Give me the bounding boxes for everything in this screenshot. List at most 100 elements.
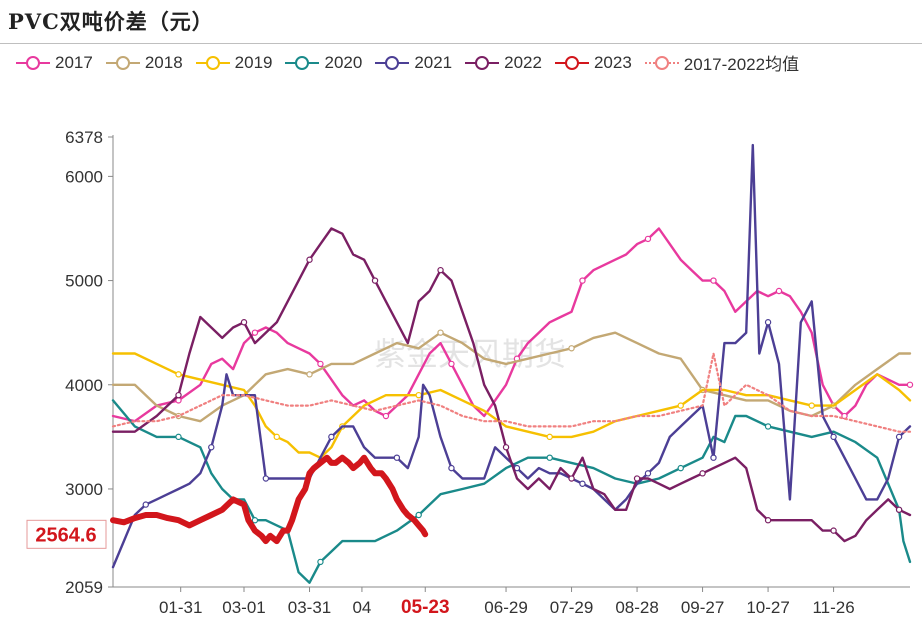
legend-label: 2017-2022均值 — [683, 55, 800, 74]
legend-marker-icon — [195, 55, 230, 70]
x-tick-label: 05-23 — [401, 597, 450, 618]
data-point — [437, 329, 444, 336]
data-point — [764, 319, 772, 326]
data-point — [371, 277, 379, 284]
x-tick-label: 10-27 — [746, 598, 789, 617]
data-point — [175, 391, 182, 399]
x-tick-label: 09-27 — [681, 598, 724, 617]
data-point — [633, 475, 641, 482]
data-point — [175, 433, 182, 441]
data-point — [437, 266, 444, 274]
y-tick-label: 5000 — [65, 272, 103, 291]
legend-marker-icon — [105, 55, 140, 70]
chart-legend: 2017 2018 2019 2020 2021 2022 2023 2017-2022均值 — [16, 50, 812, 75]
series-line-2019 — [111, 352, 912, 459]
legend-item-2022[interactable]: 2022 — [465, 53, 542, 73]
data-point — [208, 444, 215, 451]
x-tick-label: 01-31 — [159, 598, 202, 617]
data-point — [808, 402, 815, 409]
data-point — [382, 412, 390, 420]
y-tick-label: 4000 — [65, 376, 103, 395]
series-line-2020 — [111, 399, 912, 584]
chart-title: PVC双吨价差（元） — [8, 9, 214, 34]
data-point — [775, 287, 783, 295]
data-point — [240, 319, 248, 326]
x-tick-label: 07-29 — [550, 598, 593, 617]
x-tick-label: 03-31 — [288, 598, 331, 617]
legend-marker-icon — [375, 55, 410, 70]
legend-label: 2018 — [144, 52, 183, 72]
y-tick-label: 2059 — [65, 578, 103, 597]
data-point — [677, 402, 684, 409]
legend-item-2020[interactable]: 2020 — [285, 53, 362, 73]
data-point — [175, 371, 182, 378]
data-point — [273, 433, 280, 441]
y-tick-label: 6000 — [65, 167, 103, 186]
legend-item-2019[interactable]: 2019 — [195, 52, 273, 73]
data-point — [830, 433, 837, 441]
data-point — [906, 381, 914, 388]
data-point — [764, 517, 772, 524]
data-point — [710, 454, 717, 461]
data-point — [317, 360, 324, 368]
legend-marker-icon — [644, 55, 679, 70]
x-tick-label: 04 — [352, 598, 371, 617]
data-point — [393, 454, 401, 461]
data-point — [142, 501, 149, 508]
legend-item-2023[interactable]: 2023 — [554, 52, 632, 73]
data-point — [448, 360, 455, 368]
data-point — [415, 511, 422, 519]
series-line-2017 — [111, 227, 912, 423]
data-point — [644, 235, 652, 243]
data-point — [579, 277, 586, 284]
x-tick-label: 06-29 — [484, 598, 527, 617]
legend-item-2017-2022均值[interactable]: 2017-2022均值 — [644, 50, 800, 75]
data-point — [251, 329, 259, 336]
x-tick-label: 08-28 — [615, 598, 658, 617]
data-point — [895, 506, 903, 513]
legend-label: 2021 — [414, 52, 453, 72]
series-line-2021 — [111, 143, 912, 569]
data-point — [448, 464, 455, 472]
data-point — [764, 423, 772, 430]
last-value-label: 2564.6 — [35, 524, 96, 546]
data-point — [830, 527, 837, 534]
data-point — [579, 480, 586, 487]
legend-label: 2023 — [593, 52, 632, 72]
data-point — [568, 345, 575, 352]
legend-item-2017[interactable]: 2017 — [16, 53, 93, 73]
y-tick-label: 3000 — [65, 480, 103, 499]
legend-label: 2017 — [55, 52, 93, 72]
data-point — [262, 475, 270, 482]
legend-item-2018[interactable]: 2018 — [105, 52, 183, 73]
data-point — [677, 464, 684, 472]
series-line-2017-2022均值 — [111, 352, 912, 433]
legend-label: 2019 — [234, 52, 273, 72]
legend-marker-icon — [554, 55, 589, 70]
data-point — [306, 256, 313, 263]
data-point — [699, 470, 706, 477]
data-point — [895, 433, 903, 441]
y-tick-label: 6378 — [65, 128, 103, 147]
x-tick-label: 03-01 — [222, 598, 265, 617]
watermark: 紫金天风期货 — [374, 335, 566, 373]
legend-marker-icon — [16, 55, 50, 70]
data-point — [644, 470, 652, 477]
legend-label: 2020 — [324, 52, 363, 72]
last-value-box — [26, 519, 107, 549]
legend-item-2021[interactable]: 2021 — [375, 53, 452, 73]
title-divider — [0, 43, 922, 44]
legend-label: 2022 — [504, 52, 542, 72]
data-point — [502, 444, 510, 451]
data-point — [546, 433, 553, 441]
legend-marker-icon — [465, 55, 500, 70]
series-line-2023 — [110, 454, 429, 545]
series-line-2022 — [111, 227, 912, 543]
data-point — [317, 558, 324, 566]
data-point — [251, 517, 259, 524]
data-point — [710, 277, 717, 284]
x-tick-label: 11-26 — [812, 598, 854, 617]
legend-marker-icon — [285, 55, 320, 70]
data-point — [328, 433, 335, 441]
